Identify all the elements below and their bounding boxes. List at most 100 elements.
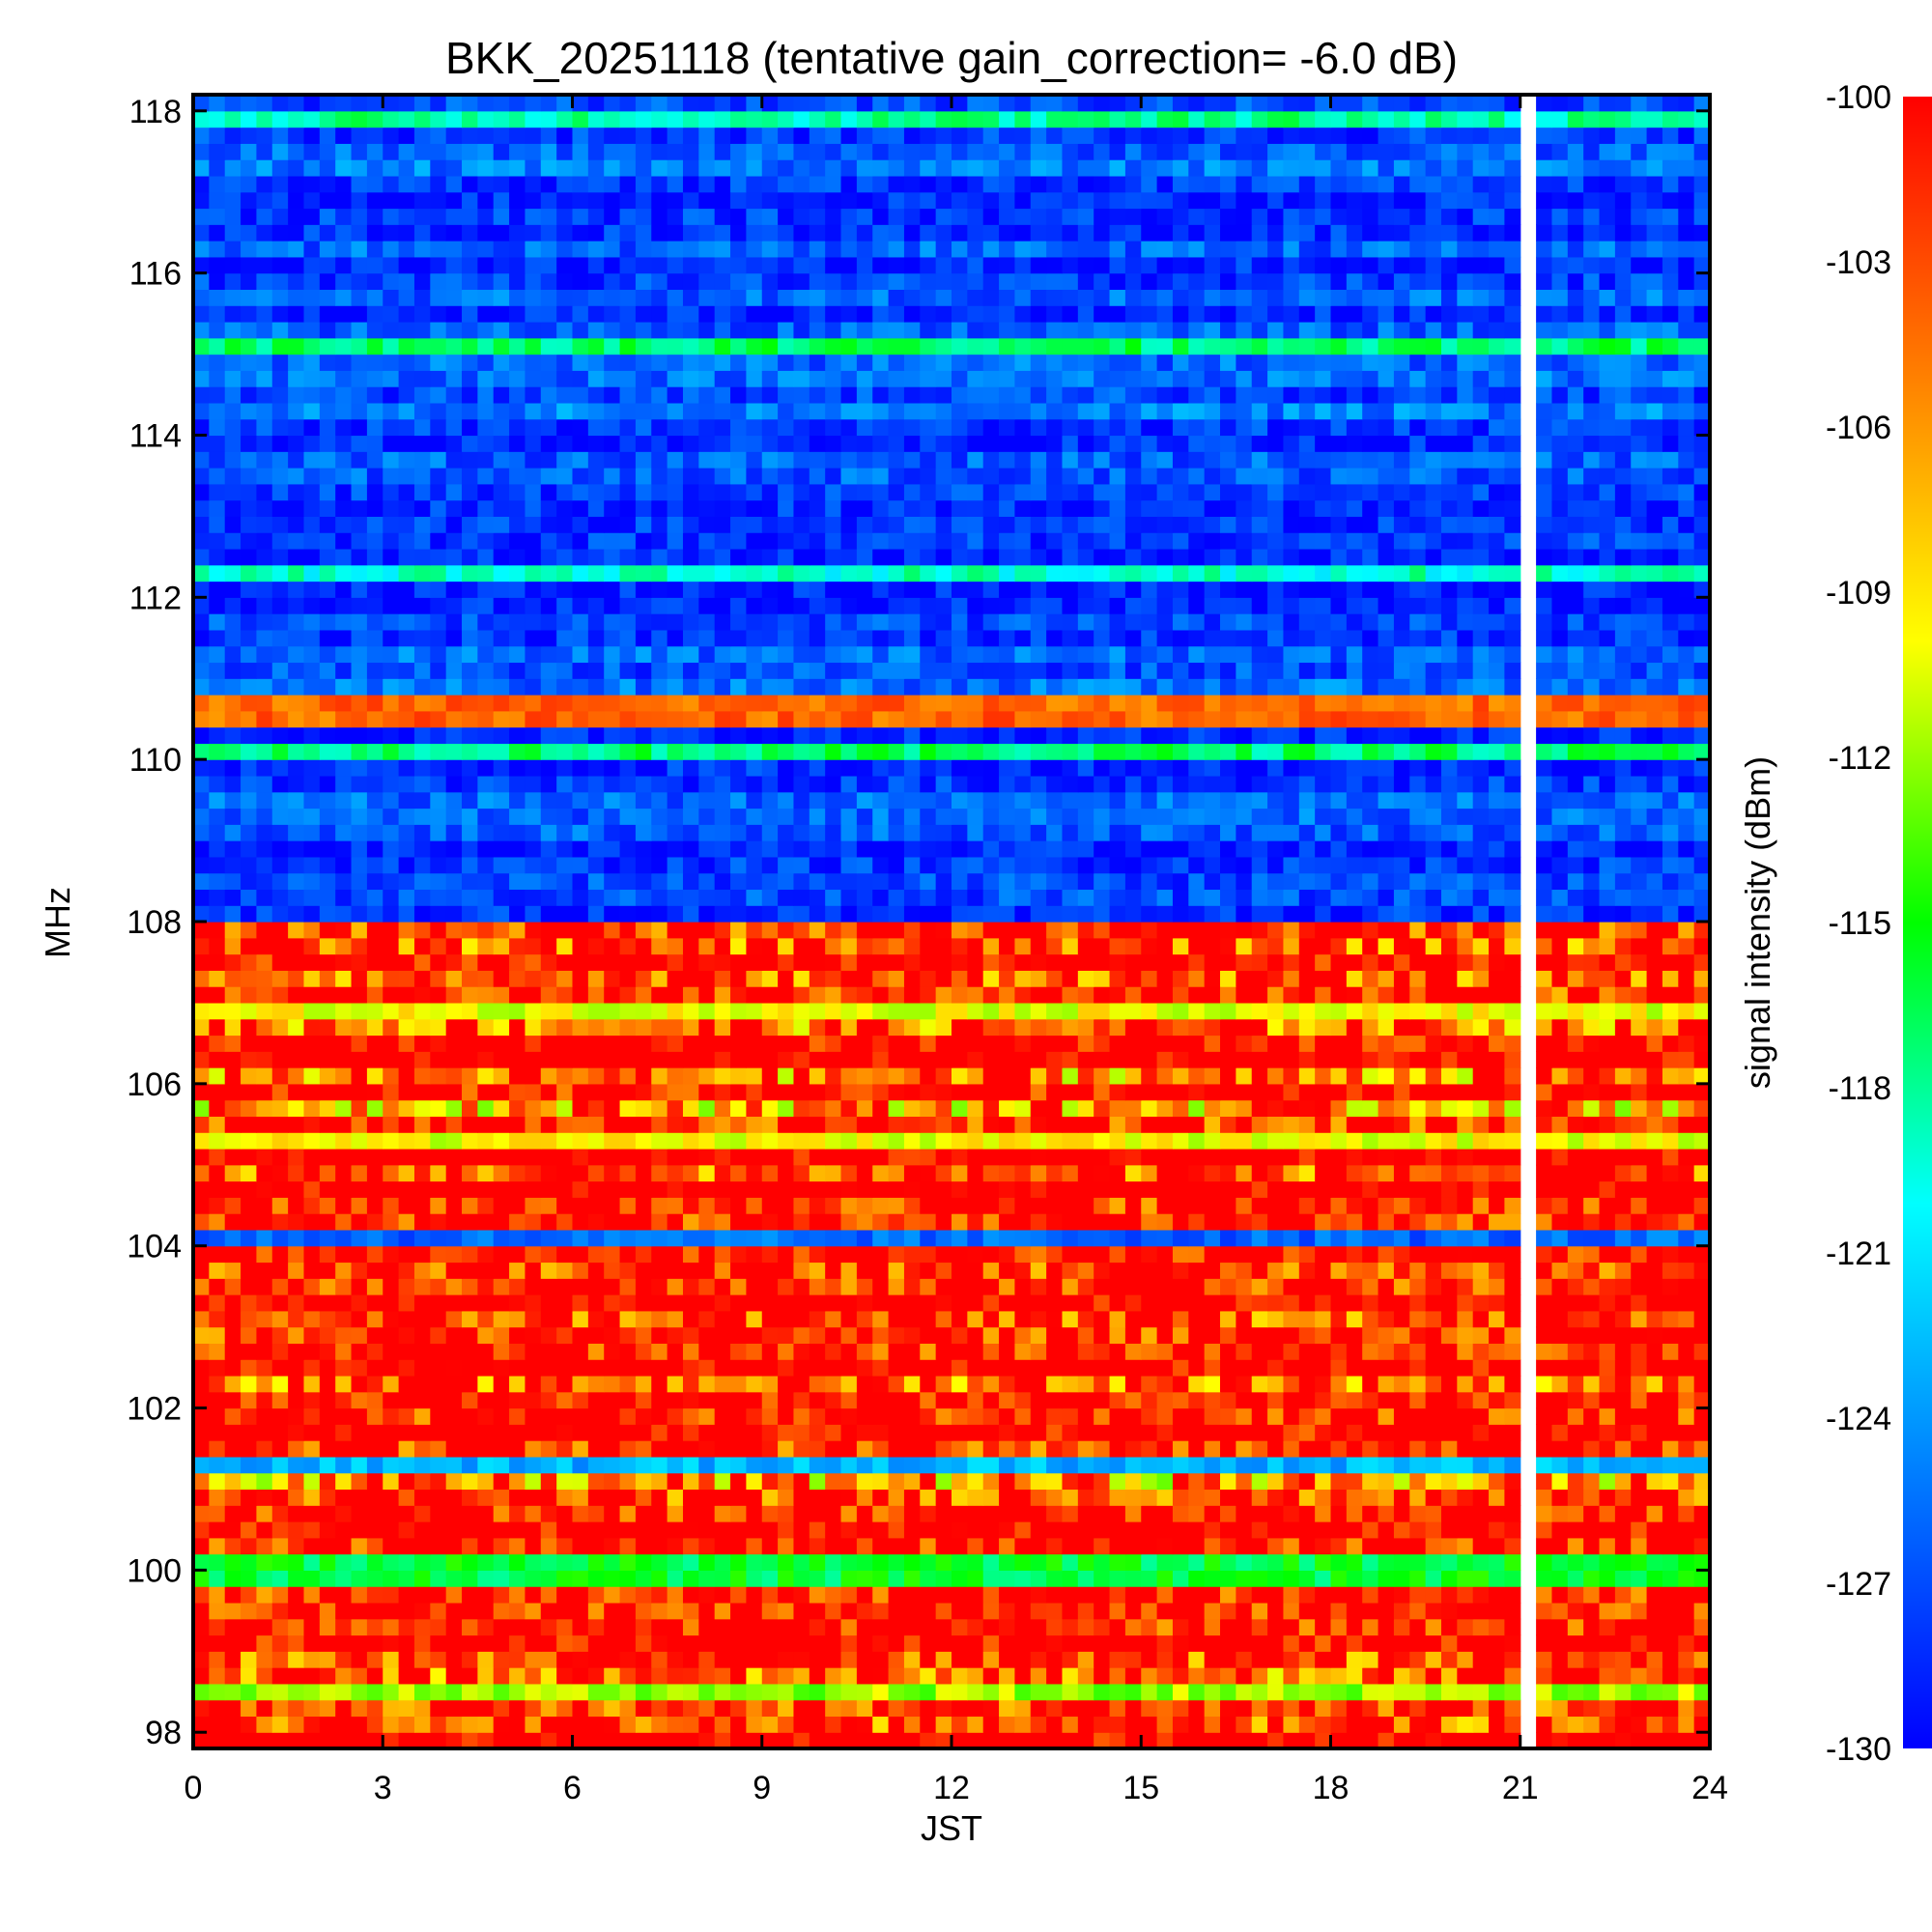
heatmap-cell <box>1551 1099 1569 1118</box>
heatmap-cell <box>651 1116 668 1133</box>
heatmap-cell <box>241 1180 258 1198</box>
heatmap-cell <box>351 1456 368 1474</box>
heatmap-cell <box>1614 1472 1632 1491</box>
heatmap-cell <box>1567 1716 1584 1733</box>
heatmap-cell <box>477 1553 495 1571</box>
heatmap-cell <box>493 1083 510 1101</box>
heatmap-cell <box>351 1553 368 1571</box>
heatmap-cell <box>366 1472 384 1491</box>
heatmap-cell <box>903 1375 921 1393</box>
heatmap-cell <box>209 1537 226 1555</box>
heatmap-cell <box>714 1310 731 1328</box>
heatmap-cell <box>1393 1407 1410 1425</box>
heatmap-cell <box>1425 1521 1442 1539</box>
heatmap-cell <box>1156 1570 1174 1587</box>
heatmap-cell <box>903 1634 921 1652</box>
heatmap-cell <box>1062 1553 1079 1571</box>
heatmap-cell <box>1599 1716 1616 1733</box>
heatmap-cell <box>982 1586 1000 1604</box>
heatmap-cell <box>1188 1294 1206 1312</box>
heatmap-cell <box>635 1002 652 1020</box>
heatmap-cell <box>1614 1116 1632 1133</box>
heatmap-cell <box>430 953 447 971</box>
heatmap-cell <box>746 1294 763 1312</box>
heatmap-cell <box>335 1732 353 1748</box>
heatmap-cell <box>540 1018 557 1037</box>
heatmap-cell <box>1030 1602 1047 1620</box>
heatmap-cell <box>698 1553 716 1571</box>
heatmap-cell <box>256 1180 273 1198</box>
heatmap-cell <box>1236 1634 1253 1652</box>
heatmap-cell <box>967 1667 984 1685</box>
heatmap-cell <box>1378 1683 1395 1701</box>
heatmap-cell <box>1283 1683 1300 1701</box>
heatmap-cell <box>462 1083 478 1101</box>
heatmap-cell <box>493 1472 510 1491</box>
heatmap-cell <box>825 1424 842 1441</box>
heatmap-cell <box>1172 1083 1189 1101</box>
heatmap-cell <box>1567 970 1584 987</box>
heatmap-cell <box>619 1067 637 1085</box>
heatmap-cell <box>761 1067 779 1085</box>
heatmap-cell <box>1094 1132 1111 1150</box>
heatmap-cell <box>1188 1553 1206 1571</box>
heatmap-cell <box>525 1602 542 1620</box>
heatmap-cell <box>1172 1570 1189 1587</box>
heatmap-cell <box>1440 1343 1458 1360</box>
heatmap-cell <box>682 1456 699 1474</box>
heatmap-cell <box>1330 1553 1348 1571</box>
heatmap-cell <box>271 1456 289 1474</box>
heatmap-cell <box>1646 1099 1663 1118</box>
heatmap-cell <box>398 1667 415 1685</box>
heatmap-cell <box>224 970 242 987</box>
heatmap-cell <box>1046 1424 1064 1441</box>
heatmap-cell <box>1172 1294 1189 1312</box>
heatmap-cell <box>1315 1018 1332 1037</box>
heatmap-cell <box>1156 922 1174 939</box>
heatmap-cell <box>730 1602 747 1620</box>
heatmap-cell <box>982 1310 1000 1328</box>
heatmap-cell <box>967 1359 984 1377</box>
heatmap-cell <box>1646 1197 1663 1214</box>
heatmap-cell <box>445 1553 463 1571</box>
heatmap-cell <box>1172 1407 1189 1425</box>
heatmap-cell <box>840 1570 858 1587</box>
heatmap-cell <box>271 1343 289 1360</box>
heatmap-cell <box>793 986 810 1004</box>
heatmap-cell <box>778 1683 795 1701</box>
heatmap-cell <box>525 953 542 971</box>
heatmap-cell <box>1251 1180 1268 1198</box>
heatmap-cell <box>1440 1197 1458 1214</box>
heatmap-cell <box>952 1618 968 1636</box>
heatmap-cell <box>1489 1602 1505 1620</box>
heatmap-cell <box>1662 1343 1679 1360</box>
heatmap-cell <box>1567 1197 1584 1214</box>
heatmap-cell <box>1567 1262 1584 1279</box>
heatmap-cell <box>1440 1180 1458 1198</box>
heatmap-cell <box>682 1553 699 1571</box>
heatmap-cell <box>430 905 447 923</box>
heatmap-cell <box>714 1716 731 1733</box>
heatmap-cell <box>1662 1634 1679 1652</box>
heatmap-cell <box>667 1667 684 1685</box>
heatmap-cell <box>1489 1018 1505 1037</box>
heatmap-cell <box>1567 1440 1584 1458</box>
heatmap-cell <box>1646 1667 1663 1685</box>
heatmap-cell <box>587 1407 605 1425</box>
heatmap-cell <box>935 1407 952 1425</box>
heatmap-cell <box>809 1553 826 1571</box>
heatmap-cell <box>825 1132 842 1150</box>
heatmap-cell <box>241 1553 258 1571</box>
heatmap-cell <box>920 1553 937 1571</box>
heatmap-cell <box>1457 1634 1474 1652</box>
heatmap-cell <box>840 1229 858 1247</box>
heatmap-cell <box>241 1002 258 1020</box>
heatmap-cell <box>1346 1683 1363 1701</box>
heatmap-cell <box>1662 1359 1679 1377</box>
heatmap-cell <box>509 1018 526 1037</box>
heatmap-cell <box>840 1245 858 1264</box>
heatmap-cell <box>462 1537 478 1555</box>
heatmap-cell <box>935 889 952 906</box>
heatmap-cell <box>825 1002 842 1020</box>
heatmap-cell <box>525 937 542 955</box>
